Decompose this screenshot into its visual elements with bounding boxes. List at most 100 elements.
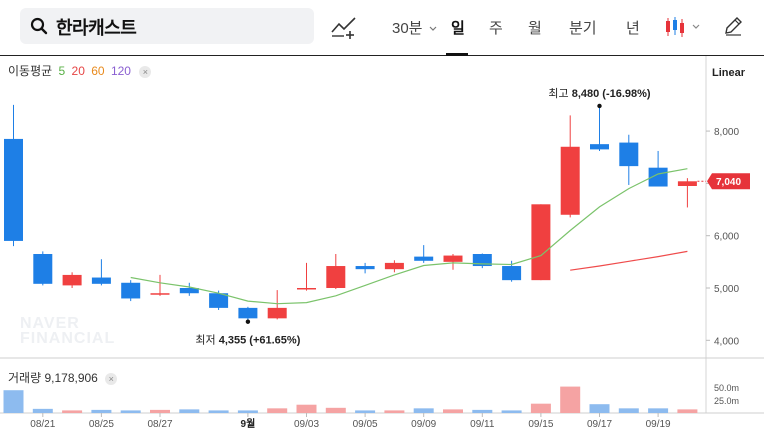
candle-body[interactable] (267, 307, 287, 319)
tab-quarter[interactable]: 분기 (569, 20, 597, 37)
ma120-label[interactable]: 120 (110, 64, 131, 78)
candle-body[interactable] (384, 262, 404, 270)
candle-body[interactable] (677, 181, 697, 186)
candle-body[interactable] (326, 266, 346, 288)
time-tick-label: 08/27 (147, 419, 172, 430)
price-tick-label: 4,000 (714, 336, 739, 347)
period-30min-label: 30분 (392, 20, 423, 37)
naver-financial-watermark: NAVER FINANCIAL (20, 315, 116, 347)
volume-bar[interactable] (618, 408, 639, 413)
time-tick-label: 09/19 (646, 419, 671, 430)
volume-tick-label: 50.0m (714, 383, 739, 393)
chevron-down-icon (429, 26, 437, 31)
volume-bar[interactable] (648, 408, 669, 413)
volume-bar[interactable] (120, 410, 141, 413)
volume-legend-label: 거래량 (8, 371, 42, 385)
candle-body[interactable] (179, 288, 199, 294)
candle-body[interactable] (443, 255, 463, 262)
candle-body[interactable] (590, 144, 609, 150)
time-tick-label: 9월 (241, 418, 256, 430)
volume-bar[interactable] (208, 410, 229, 413)
time-tick-label: 09/09 (411, 419, 436, 430)
ma60-label[interactable]: 60 (91, 64, 105, 78)
volume-bar[interactable] (677, 409, 698, 413)
candle-body[interactable] (531, 204, 551, 281)
volume-bar[interactable] (296, 404, 317, 413)
tab-day[interactable]: 일 (451, 20, 465, 37)
time-tick-label: 08/25 (89, 419, 114, 430)
volume-bar[interactable] (62, 410, 83, 413)
time-tick-label: 09/15 (528, 419, 553, 430)
trend-line-tool-icon[interactable] (330, 14, 358, 40)
candle-body[interactable] (62, 274, 82, 286)
volume-bar[interactable] (325, 407, 346, 413)
candle-body[interactable] (209, 293, 229, 308)
ma20-line (570, 250, 688, 271)
price-tick-label: 6,000 (714, 232, 739, 243)
candle-body[interactable] (560, 146, 580, 215)
candle-body[interactable] (150, 293, 170, 295)
watermark-line-1: NAVER (20, 315, 80, 332)
candle-body[interactable] (355, 266, 375, 270)
candle-body[interactable] (4, 138, 23, 241)
price-tick-label: 5,000 (714, 284, 739, 295)
ma-legend-label: 이동평균 (8, 64, 53, 78)
volume-bar[interactable] (150, 409, 170, 413)
volume-bar[interactable] (179, 409, 200, 413)
candle-body[interactable] (619, 142, 639, 167)
period-30min-dropdown[interactable]: 30분 (392, 17, 437, 38)
time-tick-label: 09/05 (353, 419, 378, 430)
volume-bar[interactable] (237, 410, 258, 413)
tab-month[interactable]: 월 (528, 20, 542, 37)
volume-bar[interactable] (589, 404, 610, 413)
candle-body[interactable] (297, 288, 316, 290)
ma5-label[interactable]: 5 (58, 64, 66, 78)
current-price-badge (707, 173, 750, 190)
time-tick-label: 09/11 (470, 419, 495, 430)
min-price-annotation-marker (245, 319, 251, 324)
ma5-line (130, 168, 688, 305)
tab-day-active-indicator (446, 53, 468, 56)
volume-bar[interactable] (560, 386, 581, 413)
candle-body[interactable] (472, 254, 492, 267)
volume-bar[interactable] (267, 408, 288, 413)
max-price-annotation-marker (597, 103, 602, 109)
volume-bar[interactable] (355, 410, 376, 413)
watermark-line-2: FINANCIAL (20, 330, 116, 347)
candle-body[interactable] (33, 254, 53, 284)
candle-body[interactable] (502, 266, 522, 281)
volume-bar[interactable] (472, 409, 493, 413)
scale-type-button[interactable]: Linear (712, 67, 746, 79)
volume-bar[interactable] (443, 409, 463, 413)
candle-type-selector-icon[interactable] (664, 15, 704, 39)
candle-body[interactable] (414, 256, 434, 261)
search-icon (30, 17, 48, 35)
price-tick-label: 8,000 (714, 127, 739, 138)
candle-body[interactable] (238, 307, 258, 319)
candle-body[interactable] (121, 282, 141, 299)
volume-tick-label: 25.0m (714, 396, 739, 406)
volume-bar[interactable] (384, 410, 405, 413)
close-volume-legend-icon[interactable]: × (105, 373, 118, 385)
tab-year[interactable]: 년 (626, 20, 640, 37)
close-ma-legend-icon[interactable]: × (139, 66, 152, 78)
candle-body[interactable] (648, 167, 668, 187)
chart-toolbar: 한라캐스트 30분 일 주 월 분기 년 (0, 0, 764, 56)
volume-bar[interactable] (32, 408, 53, 413)
current-price-value: 7,040 (716, 177, 741, 188)
volume-bar[interactable] (530, 403, 551, 413)
time-tick-label: 09/03 (294, 419, 319, 430)
tab-week[interactable]: 주 (489, 20, 503, 37)
volume-bar[interactable] (91, 409, 112, 413)
stock-search-box[interactable]: 한라캐스트 (20, 8, 314, 44)
pencil-icon[interactable] (722, 15, 744, 37)
volume-bar[interactable] (3, 390, 24, 413)
max-price-annotation-label: 최고 8,480 (-16.98%) (548, 87, 651, 100)
volume-bar[interactable] (413, 408, 434, 413)
stock-search-value[interactable]: 한라캐스트 (56, 18, 137, 38)
candle-body[interactable] (91, 277, 111, 284)
volume-legend-value: 9,178,906 (44, 371, 98, 385)
ma20-label[interactable]: 20 (71, 64, 85, 78)
volume-bar[interactable] (501, 410, 522, 413)
